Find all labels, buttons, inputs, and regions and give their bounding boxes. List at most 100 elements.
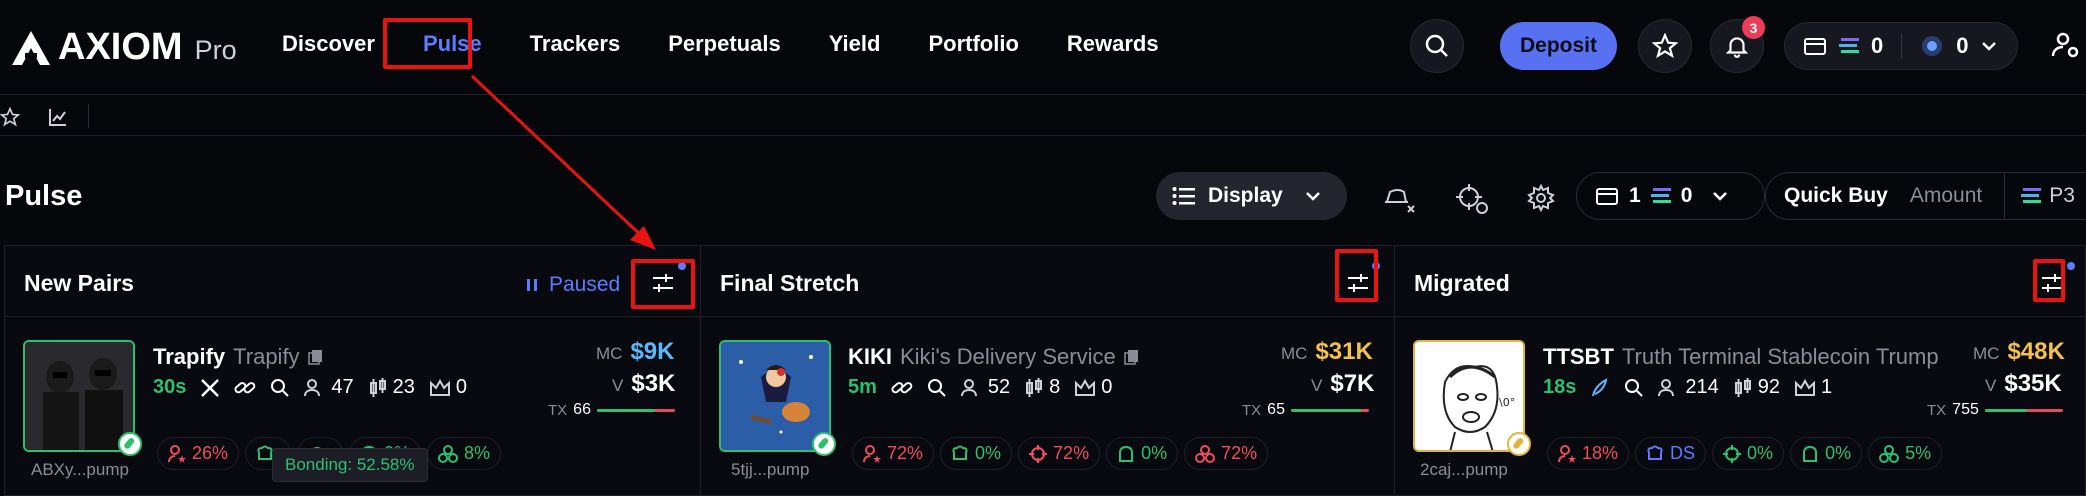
holders-count: 47: [331, 376, 354, 398]
copy-icon[interactable]: [1123, 349, 1140, 365]
token-name: Truth Terminal Stablecoin Trump: [1621, 344, 1939, 369]
ghost-icon: [1803, 445, 1818, 462]
search-icon[interactable]: [270, 378, 290, 398]
kols-count: 1: [1821, 376, 1833, 398]
pill-icon: [1507, 432, 1531, 456]
users-icon: [304, 378, 321, 396]
profile-button[interactable]: [2050, 30, 2080, 60]
nav-portfolio[interactable]: Portfolio: [928, 31, 1019, 56]
token-address[interactable]: ABXy...pump: [31, 460, 129, 479]
buy-sell-bar: [596, 408, 675, 412]
bundlers-pill: 5%: [1868, 437, 1943, 470]
tx-count: 755: [1952, 401, 1979, 418]
quick-buy-bar: Quick Buy Amount P3: [1765, 172, 2086, 220]
nav-discover[interactable]: Discover: [282, 31, 375, 56]
nav-trackers[interactable]: Trackers: [529, 31, 621, 56]
preset-selector[interactable]: P3: [2021, 184, 2075, 208]
crown-icon: [429, 378, 450, 396]
token-meta-row: 30s 47 23 0: [153, 376, 467, 399]
bundlers-pill: 72%: [1184, 437, 1269, 470]
token-image: [25, 342, 133, 450]
tx-label: TX: [548, 401, 568, 419]
nav-perpetuals[interactable]: Perpetuals: [668, 31, 781, 56]
wallet-selector[interactable]: 0 0: [1784, 22, 2018, 70]
crosshair-icon: [1723, 444, 1742, 463]
volume-value: $35K: [2004, 370, 2062, 397]
axiom-logo-icon: [12, 30, 50, 65]
token-thumbnail[interactable]: [719, 340, 831, 452]
link-icon[interactable]: [891, 378, 913, 398]
panel-header: Migrated: [1395, 246, 2085, 317]
token-meta-row: 5m 52 8 0: [848, 376, 1112, 399]
snipers-value: 72%: [1053, 443, 1090, 463]
volume-value: $7K: [1330, 370, 1375, 397]
filter-sliders-icon[interactable]: [2040, 273, 2064, 293]
chevron-down-icon: [1981, 42, 1996, 51]
display-dropdown[interactable]: Display: [1156, 172, 1347, 220]
kols-stat: 1: [1794, 376, 1832, 399]
quick-buy-amount-input[interactable]: Amount: [1909, 184, 1983, 207]
users-icon: [960, 378, 977, 396]
hat-off-icon: [1385, 189, 1415, 213]
hide-tokens-button[interactable]: [1384, 183, 1416, 215]
filter-sliders-icon[interactable]: [651, 273, 675, 293]
holders-stat: 47: [304, 376, 354, 399]
token-address[interactable]: 5tjj...pump: [731, 460, 810, 479]
mc-value: $48K: [2007, 338, 2065, 365]
snipers-pill: 72%: [1018, 437, 1101, 470]
brand-name: AXIOM: [58, 26, 183, 68]
blacklist-settings-button[interactable]: [1456, 183, 1490, 217]
token-symbol: KIKI: [848, 344, 892, 369]
top10-value: 72%: [887, 443, 924, 463]
feather-icon[interactable]: [1590, 377, 1610, 398]
token-age: 30s: [153, 376, 187, 398]
token-thumbnail[interactable]: [23, 340, 135, 452]
market-cap: MC $9K: [596, 338, 674, 366]
chart-line-icon[interactable]: [48, 107, 68, 127]
nav-rewards[interactable]: Rewards: [1066, 31, 1159, 56]
wallet-group-selector[interactable]: 1 0: [1576, 172, 1765, 220]
link-icon[interactable]: [234, 378, 256, 398]
top-bar: AXIOM Pro Discover Pulse Trackers Perpet…: [0, 0, 2086, 95]
token-stats-pills: 18% DS 0% 0% 5%: [1547, 437, 1943, 470]
insiders-pill: 0%: [1790, 437, 1863, 470]
kols-stat: 0: [429, 376, 467, 399]
display-label: Display: [1208, 184, 1283, 207]
token-image: [721, 342, 829, 450]
token-thumbnail[interactable]: \0°: [1413, 340, 1525, 452]
watchlist-button[interactable]: [1638, 19, 1692, 73]
search-button[interactable]: [1410, 19, 1464, 73]
divider: [2004, 172, 2006, 220]
search-icon[interactable]: [927, 378, 947, 398]
brand-suffix: Pro: [194, 35, 237, 65]
insiders-value: 0%: [1825, 443, 1852, 463]
chef-hat-icon: [952, 445, 968, 460]
mc-label: MC: [1281, 344, 1308, 363]
token-title[interactable]: TTSBT Truth Terminal Stablecoin Trump: [1543, 344, 1939, 370]
nav-yield[interactable]: Yield: [828, 31, 881, 56]
mc-value: $9K: [630, 338, 675, 365]
volume-label: V: [1985, 376, 1997, 395]
x-twitter-icon[interactable]: [200, 378, 220, 398]
paused-status[interactable]: Paused: [525, 273, 620, 297]
search-icon[interactable]: [1624, 378, 1644, 398]
dev-sold-pill: DS: [1635, 437, 1707, 470]
volume: V $35K: [1985, 370, 2062, 398]
token-title[interactable]: Trapify Trapify: [153, 344, 324, 370]
settings-button[interactable]: [1526, 183, 1556, 213]
nav-pulse[interactable]: Pulse: [422, 31, 482, 56]
user-star-icon: [168, 444, 186, 463]
token-address[interactable]: 2caj...pump: [1420, 460, 1508, 479]
svg-text:\0°: \0°: [1499, 396, 1515, 409]
axiom-logo[interactable]: AXIOM Pro: [12, 26, 237, 69]
copy-icon[interactable]: [307, 349, 324, 365]
star-icon[interactable]: [0, 107, 20, 127]
snipers-value: 0%: [1747, 443, 1774, 463]
filter-sliders-icon[interactable]: [1346, 273, 1370, 293]
wallet-sol-balance: 0: [1871, 33, 1884, 58]
bonding-tooltip: Bonding: 52.58%: [272, 448, 428, 482]
deposit-button[interactable]: Deposit: [1500, 22, 1617, 70]
crosshair-gear-icon: [1456, 184, 1488, 214]
token-title[interactable]: KIKI Kiki's Delivery Service: [848, 344, 1140, 370]
panel-title: Final Stretch: [720, 270, 860, 296]
